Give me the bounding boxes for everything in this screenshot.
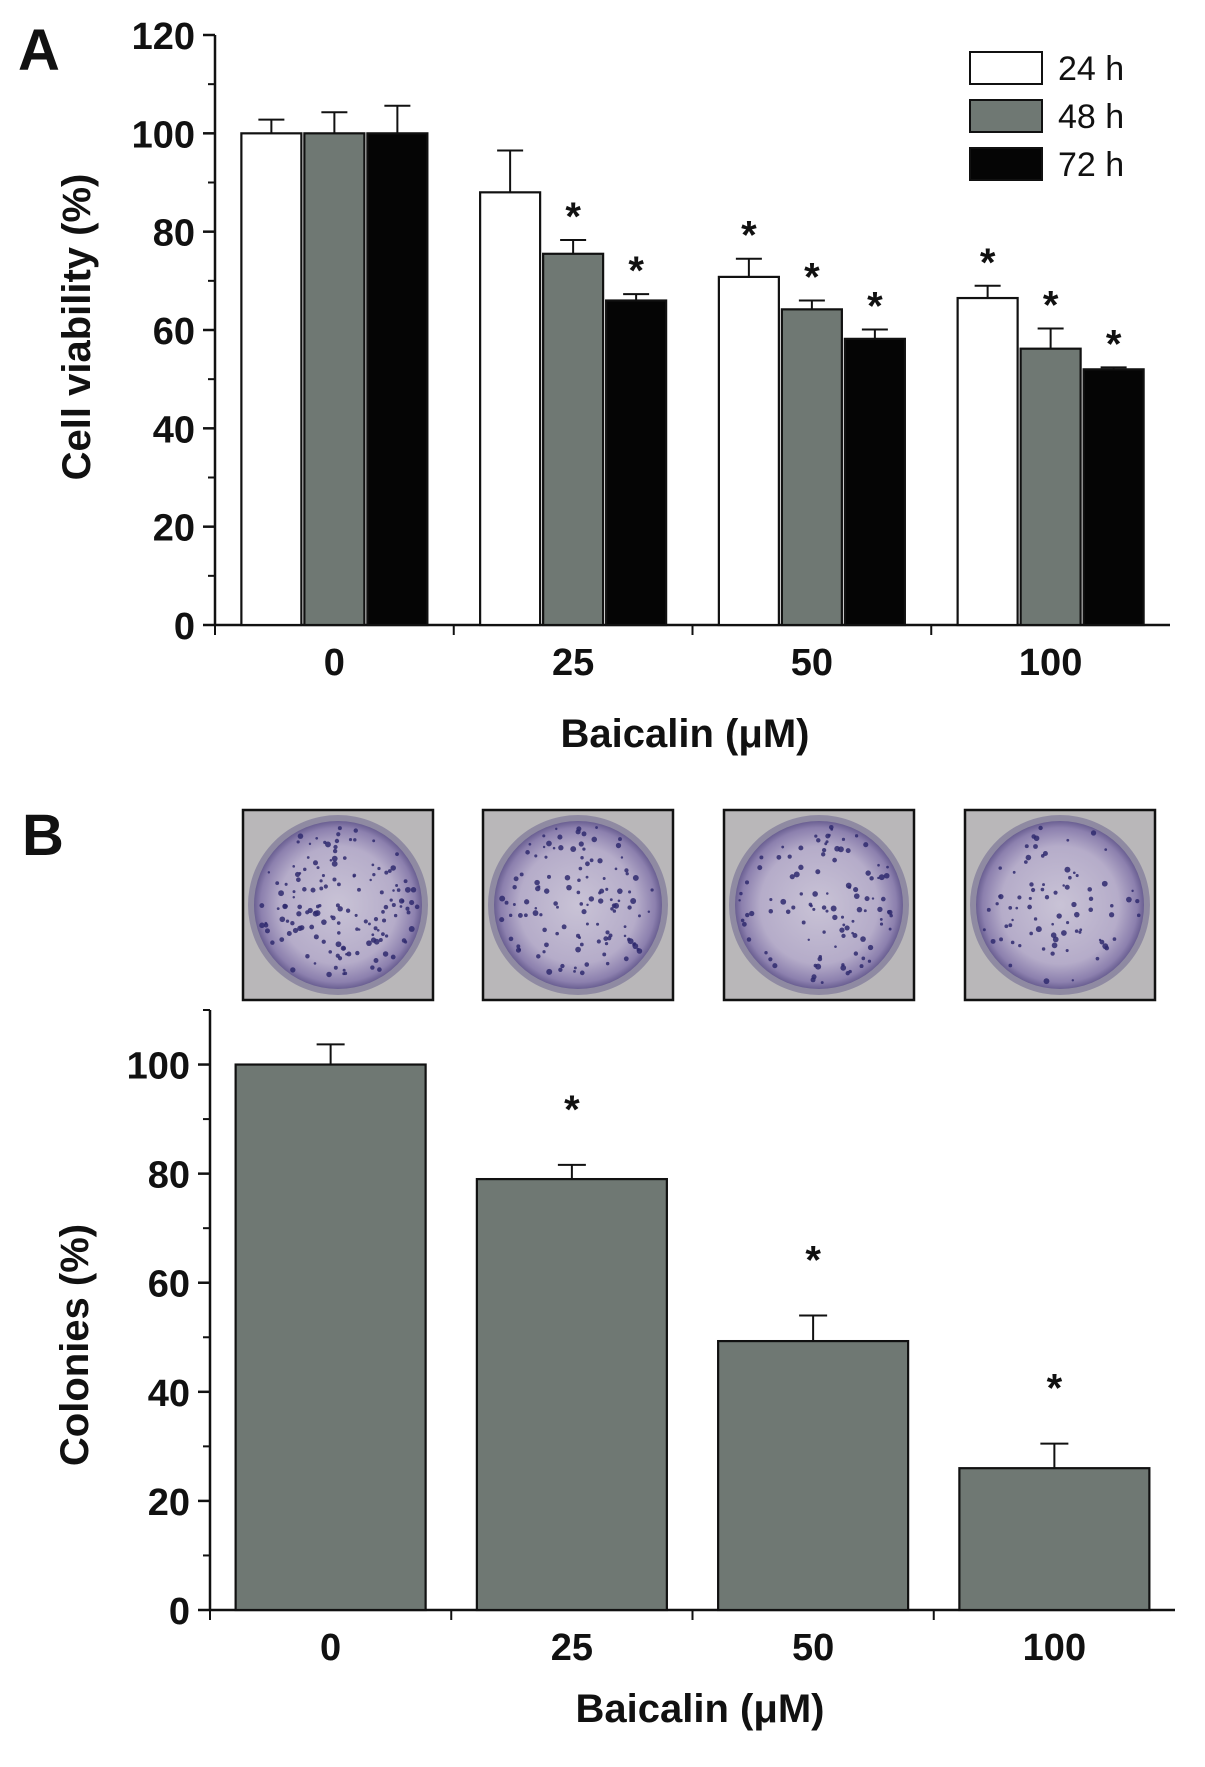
significance-marker: * — [805, 1238, 821, 1282]
colony-dish-images — [241, 808, 1157, 1002]
y-tick-label: 0 — [169, 1591, 190, 1633]
legend-label: 24 h — [1058, 50, 1124, 88]
bar — [956, 296, 1019, 627]
significance-marker: * — [1047, 1367, 1063, 1411]
x-tick-label: 0 — [320, 1627, 341, 1669]
y-tick-label: 20 — [148, 1482, 190, 1524]
y-tick-label: 100 — [132, 114, 195, 156]
bar — [479, 191, 542, 627]
panel-a-bars: * * * * * * * * — [240, 104, 1145, 627]
significance-marker: * — [867, 285, 883, 329]
panel-b: B 0 20 40 60 80 100 0 25 50 100 * * * Colonies (%)… — [22, 803, 1175, 1731]
y-tick-label: 80 — [148, 1155, 190, 1197]
bar — [1019, 347, 1082, 627]
legend-label: 48 h — [1058, 98, 1124, 136]
colony-dish-image — [722, 808, 916, 1002]
significance-marker: * — [980, 241, 996, 285]
x-tick-label: 100 — [1019, 642, 1082, 684]
panel-b-label: B — [22, 803, 64, 868]
panel-b-y-axis-label: Colonies (%) — [53, 1224, 97, 1466]
panel-b-y-ticks: 0 20 40 60 80 100 — [127, 1009, 210, 1633]
x-tick-label: 100 — [1023, 1627, 1086, 1669]
panel-a-label: A — [18, 18, 60, 83]
significance-marker: * — [628, 249, 644, 293]
bar — [958, 1467, 1151, 1612]
legend-label: 72 h — [1058, 146, 1124, 184]
bar — [366, 132, 429, 627]
bar — [475, 1177, 668, 1612]
bar — [240, 132, 303, 627]
bar — [717, 275, 780, 627]
panel-a-y-ticks: 0 20 40 60 80 100 120 — [132, 16, 215, 648]
bar — [843, 337, 906, 627]
panel-a-x-ticks: 0 25 50 100 — [214, 625, 1082, 684]
bar — [1082, 368, 1145, 627]
bar — [234, 1063, 427, 1612]
panel-a-x-axis-label: Baicalin (μM) — [561, 712, 810, 756]
significance-marker: * — [1043, 284, 1059, 328]
y-tick-label: 80 — [153, 213, 195, 255]
panel-b-x-ticks: 0 25 50 100 — [209, 1610, 1086, 1669]
x-tick-label: 50 — [791, 642, 833, 684]
bar — [542, 252, 605, 627]
y-tick-label: 60 — [148, 1264, 190, 1306]
y-tick-label: 60 — [153, 311, 195, 353]
legend-swatch — [969, 51, 1043, 85]
bar — [780, 308, 843, 627]
significance-marker: * — [1106, 322, 1122, 366]
y-tick-label: 120 — [132, 16, 195, 58]
y-tick-label: 20 — [153, 508, 195, 550]
significance-marker: * — [741, 214, 757, 258]
x-tick-label: 25 — [552, 642, 594, 684]
panel-b-x-axis-label: Baicalin (μM) — [576, 1687, 825, 1731]
y-tick-label: 40 — [153, 409, 195, 451]
significance-marker: * — [564, 1088, 580, 1132]
y-tick-label: 40 — [148, 1373, 190, 1415]
panel-a-y-axis-label: Cell viability (%) — [55, 174, 99, 481]
significance-marker: * — [565, 195, 581, 239]
bar — [303, 132, 366, 627]
bar — [605, 299, 668, 627]
panel-b-bars: * * * — [208, 1010, 1175, 1612]
y-tick-label: 100 — [127, 1046, 190, 1088]
colony-dish-image — [481, 808, 675, 1002]
legend-swatch — [969, 147, 1043, 181]
colony-dish-image — [241, 808, 435, 1002]
significance-marker: * — [804, 256, 820, 300]
colony-dish-image — [963, 808, 1157, 1002]
panel-a: A 0 20 40 60 80 100 120 0 25 50 100 * * * * * * * * 24 h… — [18, 16, 1170, 756]
bar — [717, 1339, 910, 1612]
legend-swatch — [969, 99, 1043, 133]
x-tick-label: 25 — [551, 1627, 593, 1669]
x-tick-label: 0 — [324, 642, 345, 684]
x-tick-label: 50 — [792, 1627, 834, 1669]
panel-a-legend: 24 h 48 h 72 h — [969, 50, 1124, 184]
y-tick-label: 0 — [174, 606, 195, 648]
